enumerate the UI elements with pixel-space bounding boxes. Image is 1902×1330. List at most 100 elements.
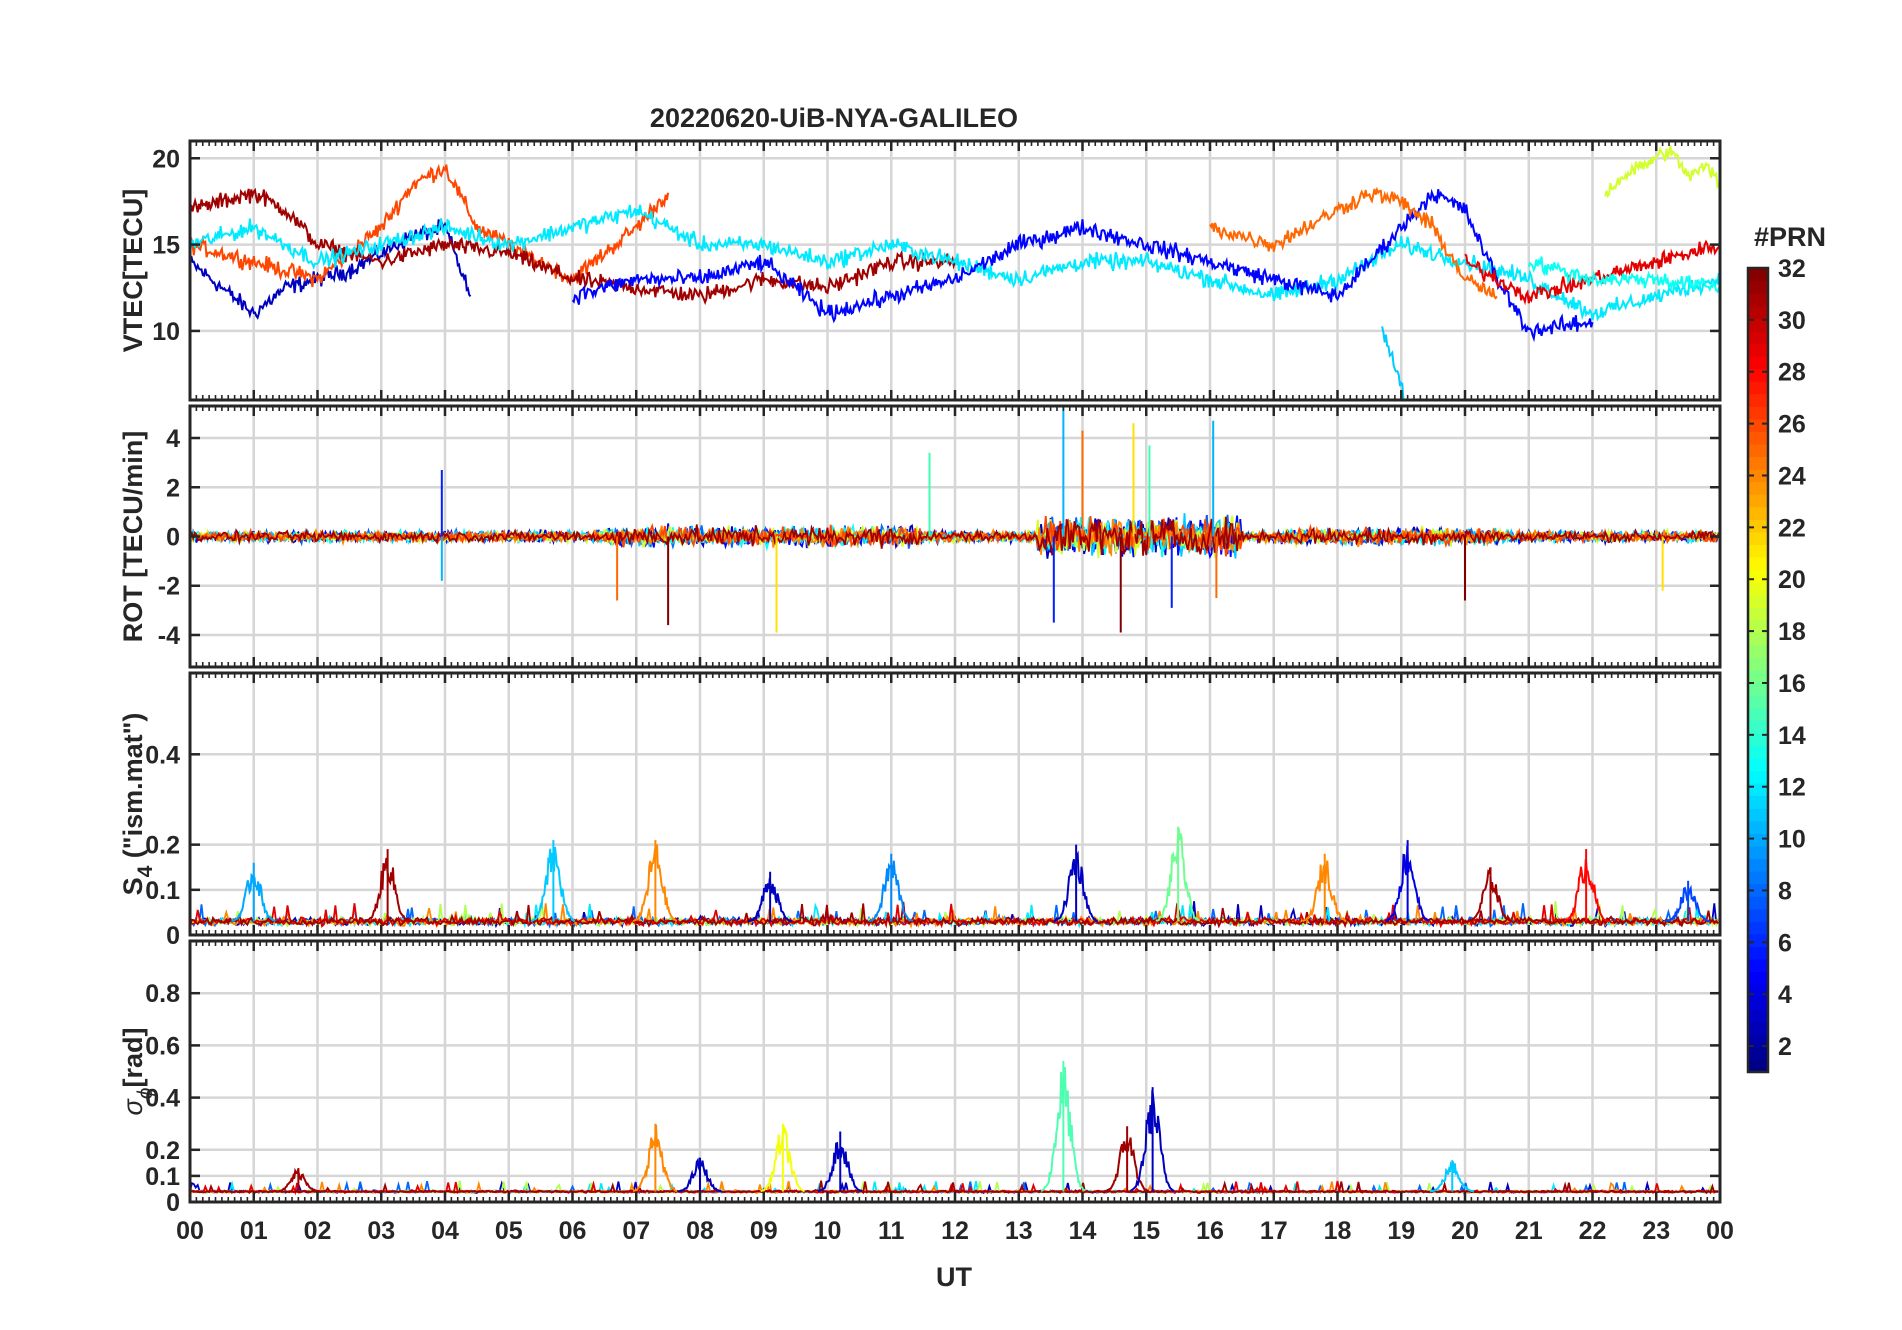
- sigma_phi-series-group: [190, 1061, 1719, 1196]
- vtec-series-group: [190, 145, 1720, 400]
- y-axis-label-part: [rad]: [118, 1028, 148, 1088]
- colorbar-segment: [1748, 594, 1768, 608]
- x-tick-label: 03: [367, 1217, 395, 1245]
- colorbar-segment: [1748, 833, 1768, 847]
- colorbar-tick-label: 6: [1778, 929, 1792, 957]
- colorbar-segment: [1748, 305, 1768, 319]
- colorbar-segment: [1748, 1009, 1768, 1023]
- y-axis-label-part: ("ism.mat"): [118, 713, 148, 866]
- y-axis-label: ROT [TECU/min]: [118, 431, 148, 642]
- colorbar-segment: [1748, 946, 1768, 960]
- y-tick-label: 0.1: [145, 1163, 180, 1191]
- colorbar-segment: [1748, 795, 1768, 809]
- colorbar-segment: [1748, 783, 1768, 797]
- colorbar-segment: [1748, 745, 1768, 759]
- y-tick-label: 0.4: [145, 741, 180, 769]
- s4-series-group: [190, 826, 1719, 929]
- vtec-series-line: [1209, 186, 1498, 300]
- x-tick-label: 01: [240, 1217, 268, 1245]
- colorbar-segment: [1748, 670, 1768, 684]
- y-tick-label: 0.2: [145, 832, 180, 860]
- y-tick-label: 0: [166, 1189, 180, 1217]
- colorbar-segment: [1748, 280, 1768, 294]
- colorbar-tick-label: 24: [1778, 462, 1806, 490]
- colorbar-segment: [1748, 971, 1768, 985]
- y-tick-label: 0: [166, 922, 180, 950]
- x-tick-label: 08: [686, 1217, 714, 1245]
- y-tick-label: 0.8: [145, 980, 180, 1008]
- y-axis-label-part: σ: [118, 1097, 148, 1115]
- x-tick-label: 00: [1706, 1217, 1734, 1245]
- colorbar-segment: [1748, 996, 1768, 1010]
- colorbar-segment: [1748, 355, 1768, 370]
- colorbar-segment: [1748, 845, 1768, 860]
- colorbar-tick-label: 26: [1778, 411, 1806, 439]
- colorbar-segment: [1748, 469, 1768, 483]
- colorbar-segment: [1748, 431, 1768, 445]
- colorbar-tick-label: 32: [1778, 255, 1806, 283]
- colorbar-tick-label: 18: [1778, 618, 1806, 646]
- x-tick-label: 04: [431, 1217, 459, 1245]
- y-axis-label-sub: 4: [134, 865, 157, 877]
- colorbar-segment: [1748, 644, 1768, 659]
- x-tick-label: 18: [1324, 1217, 1352, 1245]
- vtec-series-line: [190, 187, 956, 306]
- colorbar-frame: [1746, 266, 1770, 1074]
- vtec-series-line: [1527, 256, 1720, 294]
- colorbar-segment: [1748, 544, 1768, 558]
- colorbar-segment: [1748, 921, 1768, 935]
- y-tick-label: 0.2: [145, 1137, 180, 1165]
- colorbar-segment: [1748, 808, 1768, 822]
- colorbar-tick-label: 14: [1778, 722, 1806, 750]
- y-tick-label: 15: [152, 232, 180, 260]
- colorbar-segment: [1748, 871, 1768, 885]
- y-axis-label-part: S: [118, 877, 148, 895]
- colorbar-segment: [1748, 519, 1768, 533]
- y-tick-label: 0.4: [145, 1085, 180, 1113]
- vtec-series-line: [190, 204, 1720, 322]
- x-tick-label: 05: [495, 1217, 523, 1245]
- colorbar-segment: [1748, 569, 1768, 583]
- colorbar-tick-label: 10: [1778, 826, 1806, 854]
- y-axis-label-sub: ϕ: [134, 1088, 157, 1100]
- colorbar-segment: [1748, 984, 1768, 998]
- y-tick-label: 0.6: [145, 1032, 180, 1060]
- colorbar-segment: [1748, 556, 1768, 571]
- y-tick-label: 2: [166, 474, 180, 502]
- colorbar-segment: [1748, 896, 1768, 910]
- y-tick-label: 20: [152, 145, 180, 173]
- x-tick-label: 06: [559, 1217, 587, 1245]
- colorbar-segment: [1748, 757, 1768, 772]
- x-tick-label: 22: [1579, 1217, 1607, 1245]
- colorbar-segment: [1748, 531, 1768, 545]
- y-tick-label: 10: [152, 318, 180, 346]
- colorbar-segment: [1748, 343, 1768, 357]
- chart-title: 20220620-UiB-NYA-GALILEO: [650, 103, 1018, 133]
- colorbar-segment: [1748, 456, 1768, 470]
- x-tick-label: 10: [814, 1217, 842, 1245]
- colorbar-segment: [1748, 1034, 1768, 1048]
- y-tick-label: -2: [158, 573, 180, 601]
- colorbar-segment: [1748, 381, 1768, 395]
- x-tick-label: 13: [1005, 1217, 1033, 1245]
- colorbar-segment: [1748, 619, 1768, 633]
- colorbar-segment: [1748, 268, 1768, 282]
- colorbar-label: #PRN: [1754, 222, 1826, 252]
- x-tick-label: 21: [1515, 1217, 1543, 1245]
- colorbar-segment: [1748, 958, 1768, 973]
- vtec-series-line: [571, 188, 1594, 343]
- y-tick-label: 4: [166, 425, 180, 453]
- vtec-series-line: [190, 163, 670, 288]
- colorbar-tick-label: 8: [1778, 877, 1792, 905]
- colorbar-segment: [1748, 770, 1768, 784]
- colorbar-tick-label: 16: [1778, 670, 1806, 698]
- colorbar-segment: [1748, 858, 1768, 872]
- sigma_phi-series-line: [190, 1180, 1719, 1195]
- y-tick-label: 0: [166, 524, 180, 552]
- colorbar-segment: [1748, 607, 1768, 621]
- colorbar-segment: [1748, 1059, 1768, 1073]
- colorbar-segment: [1748, 443, 1768, 458]
- colorbar-segment: [1748, 632, 1768, 646]
- colorbar-segment: [1748, 418, 1768, 432]
